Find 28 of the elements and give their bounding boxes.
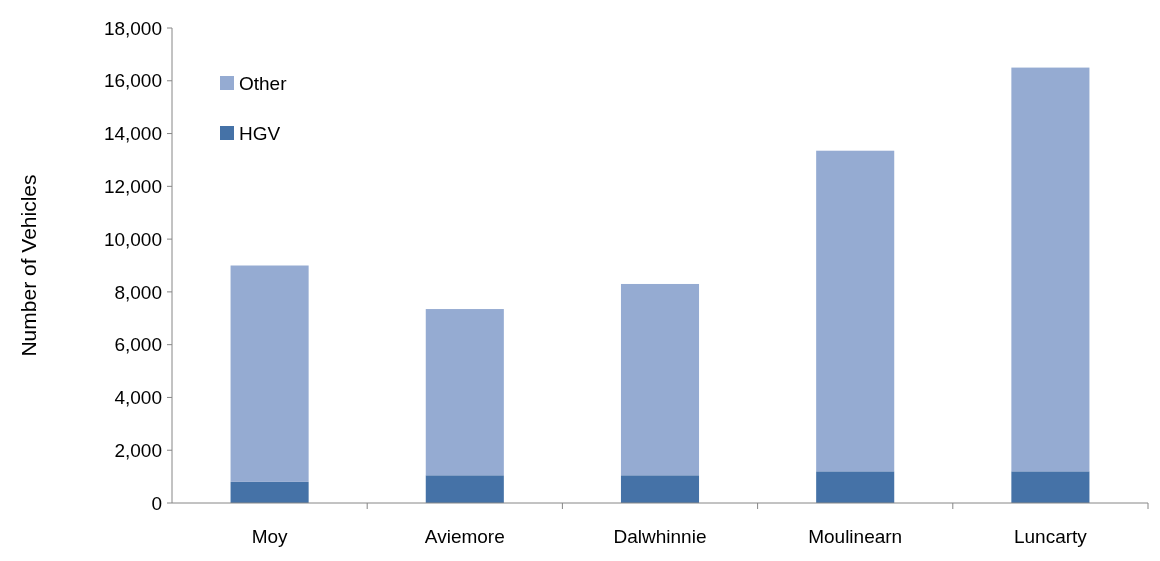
y-tick-label: 0 (151, 492, 162, 514)
y-tick-label: 14,000 (103, 123, 162, 145)
x-tick-label: Aviemore (424, 526, 505, 547)
x-tick-label: Moy (251, 526, 289, 547)
bar (620, 283, 700, 476)
y-tick-label: 12,000 (103, 175, 162, 197)
bar (1011, 471, 1090, 503)
x-tick-label: Luncarty (1013, 526, 1088, 547)
x-tick-label: Moulinearn (808, 526, 903, 547)
legend-label: HGV (239, 122, 281, 144)
y-axis-title: Number of Vehicles (17, 174, 40, 357)
y-tick-label: 4,000 (114, 387, 162, 409)
bar (425, 475, 504, 503)
y-tick-label: 8,000 (114, 281, 162, 303)
y-tick-label: 18,000 (103, 17, 162, 39)
y-tick-label: 6,000 (114, 334, 162, 356)
x-tick-label: Dalwhinnie (613, 526, 707, 547)
bar (425, 309, 504, 476)
legend-label: Other (239, 72, 288, 94)
bar (230, 265, 309, 482)
bar (620, 475, 700, 503)
y-tick-label: 2,000 (114, 439, 162, 461)
y-tick-label: 16,000 (103, 70, 162, 92)
y-tick-label: 10,000 (103, 228, 162, 250)
bar (1011, 67, 1090, 472)
bar (816, 471, 895, 503)
bar (816, 150, 895, 472)
bar (230, 481, 309, 503)
